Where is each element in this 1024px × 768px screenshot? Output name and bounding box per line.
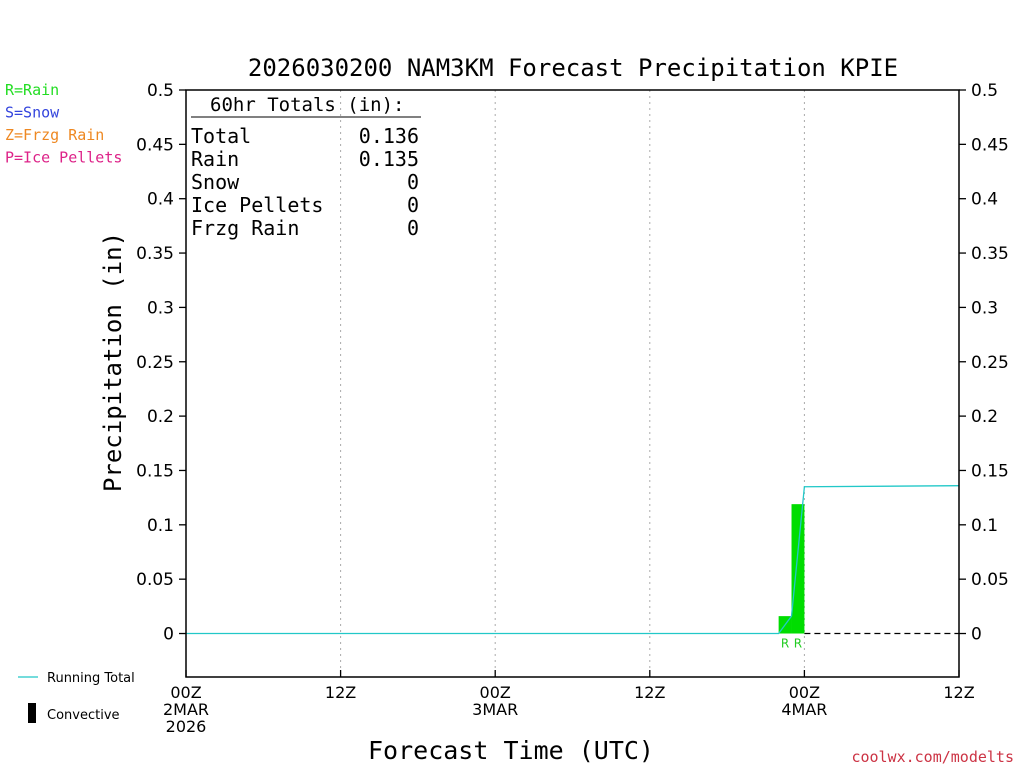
x-tick-label-1-0: 12Z bbox=[325, 683, 356, 702]
x-tick-label-2-1: 3MAR bbox=[472, 700, 518, 719]
y-tick-label-right-3: 0.15 bbox=[971, 461, 1009, 481]
totals-heading: 60hr Totals (in): bbox=[210, 94, 404, 116]
y-tick-label-left-1: 0.05 bbox=[136, 570, 174, 590]
totals-label-4: Frzg Rain bbox=[191, 216, 299, 240]
legend-convective-label: Convective bbox=[47, 708, 120, 723]
x-tick-label-4-0: 00Z bbox=[789, 683, 820, 702]
precip-bar-1 bbox=[791, 504, 805, 634]
totals-label-0: Total bbox=[191, 124, 251, 148]
x-tick-label-0-0: 00Z bbox=[170, 683, 201, 702]
running-total-line bbox=[186, 485, 960, 635]
precip-bar-type-0: R bbox=[781, 637, 789, 651]
totals-value-4: 0 bbox=[407, 216, 419, 240]
y-tick-label-right-2: 0.1 bbox=[971, 516, 998, 536]
y-tick-label-left-7: 0.35 bbox=[136, 244, 174, 264]
watermark: coolwx.com/modelts bbox=[851, 748, 1014, 766]
x-tick-label-4-1: 4MAR bbox=[781, 700, 827, 719]
totals-value-1: 0.135 bbox=[359, 147, 419, 171]
totals-box: 60hr Totals (in): Total 0.136 Rain 0.135 Sno… bbox=[191, 94, 421, 240]
totals-value-2: 0 bbox=[407, 170, 419, 194]
y-tick-label-right-1: 0.05 bbox=[971, 570, 1009, 590]
totals-label-3: Ice Pellets bbox=[191, 193, 323, 217]
legend-running-total-label: Running Total bbox=[47, 671, 135, 686]
x-tick-label-3-0: 12Z bbox=[634, 683, 665, 702]
y-tick-label-left-8: 0.4 bbox=[147, 190, 174, 210]
y-tick-label-left-6: 0.3 bbox=[147, 298, 174, 318]
y-tick-label-left-2: 0.1 bbox=[147, 516, 174, 536]
y-tick-label-right-6: 0.3 bbox=[971, 298, 998, 318]
legend-item-1: S=Snow bbox=[5, 104, 60, 122]
y-tick-label-right-5: 0.25 bbox=[971, 353, 1009, 373]
y-tick-label-right-4: 0.2 bbox=[971, 407, 998, 427]
precip-type-legend: R=Rain S=Snow Z=Frzg Rain P=Ice Pellets bbox=[5, 81, 122, 167]
y-tick-label-right-0: 0 bbox=[971, 625, 982, 645]
legend-item-3: P=Ice Pellets bbox=[5, 149, 122, 167]
chart-title: 2026030200 NAM3KM Forecast Precipitation… bbox=[248, 54, 898, 82]
y-tick-label-right-9: 0.45 bbox=[971, 135, 1009, 155]
y-tick-label-right-8: 0.4 bbox=[971, 190, 998, 210]
y-tick-label-left-10: 0.5 bbox=[147, 81, 174, 101]
grid-lines bbox=[340, 90, 805, 677]
totals-value-3: 0 bbox=[407, 193, 419, 217]
precip-bar-type-1: R bbox=[794, 637, 802, 651]
line-legend: Running Total Convective bbox=[18, 671, 135, 723]
x-tick-label-5-0: 12Z bbox=[943, 683, 974, 702]
y-tick-label-left-5: 0.25 bbox=[136, 353, 174, 373]
y-tick-label-left-9: 0.45 bbox=[136, 135, 174, 155]
y-axis-ticks: 0 00.05 0.050.1 0.10.15 0.150.2 0.20.25 0.250.… bbox=[136, 81, 1009, 645]
legend-item-0: R=Rain bbox=[5, 81, 59, 99]
y-axis-label: Precipitation (in) bbox=[99, 232, 127, 492]
totals-label-2: Snow bbox=[191, 170, 240, 194]
totals-label-1: Rain bbox=[191, 147, 239, 171]
x-tick-label-0-2: 2026 bbox=[166, 717, 207, 736]
y-tick-label-left-4: 0.2 bbox=[147, 407, 174, 427]
x-axis-label: Forecast Time (UTC) bbox=[368, 736, 654, 765]
legend-convective-swatch bbox=[28, 703, 36, 723]
legend-item-2: Z=Frzg Rain bbox=[5, 126, 104, 144]
x-tick-label-0-1: 2MAR bbox=[163, 700, 209, 719]
y-tick-label-right-10: 0.5 bbox=[971, 81, 998, 101]
y-tick-label-left-3: 0.15 bbox=[136, 461, 174, 481]
plot-frame bbox=[185, 89, 960, 678]
x-tick-label-2-0: 00Z bbox=[480, 683, 511, 702]
y-tick-label-right-7: 0.35 bbox=[971, 244, 1009, 264]
totals-value-0: 0.136 bbox=[359, 124, 419, 148]
y-tick-label-left-0: 0 bbox=[163, 625, 174, 645]
